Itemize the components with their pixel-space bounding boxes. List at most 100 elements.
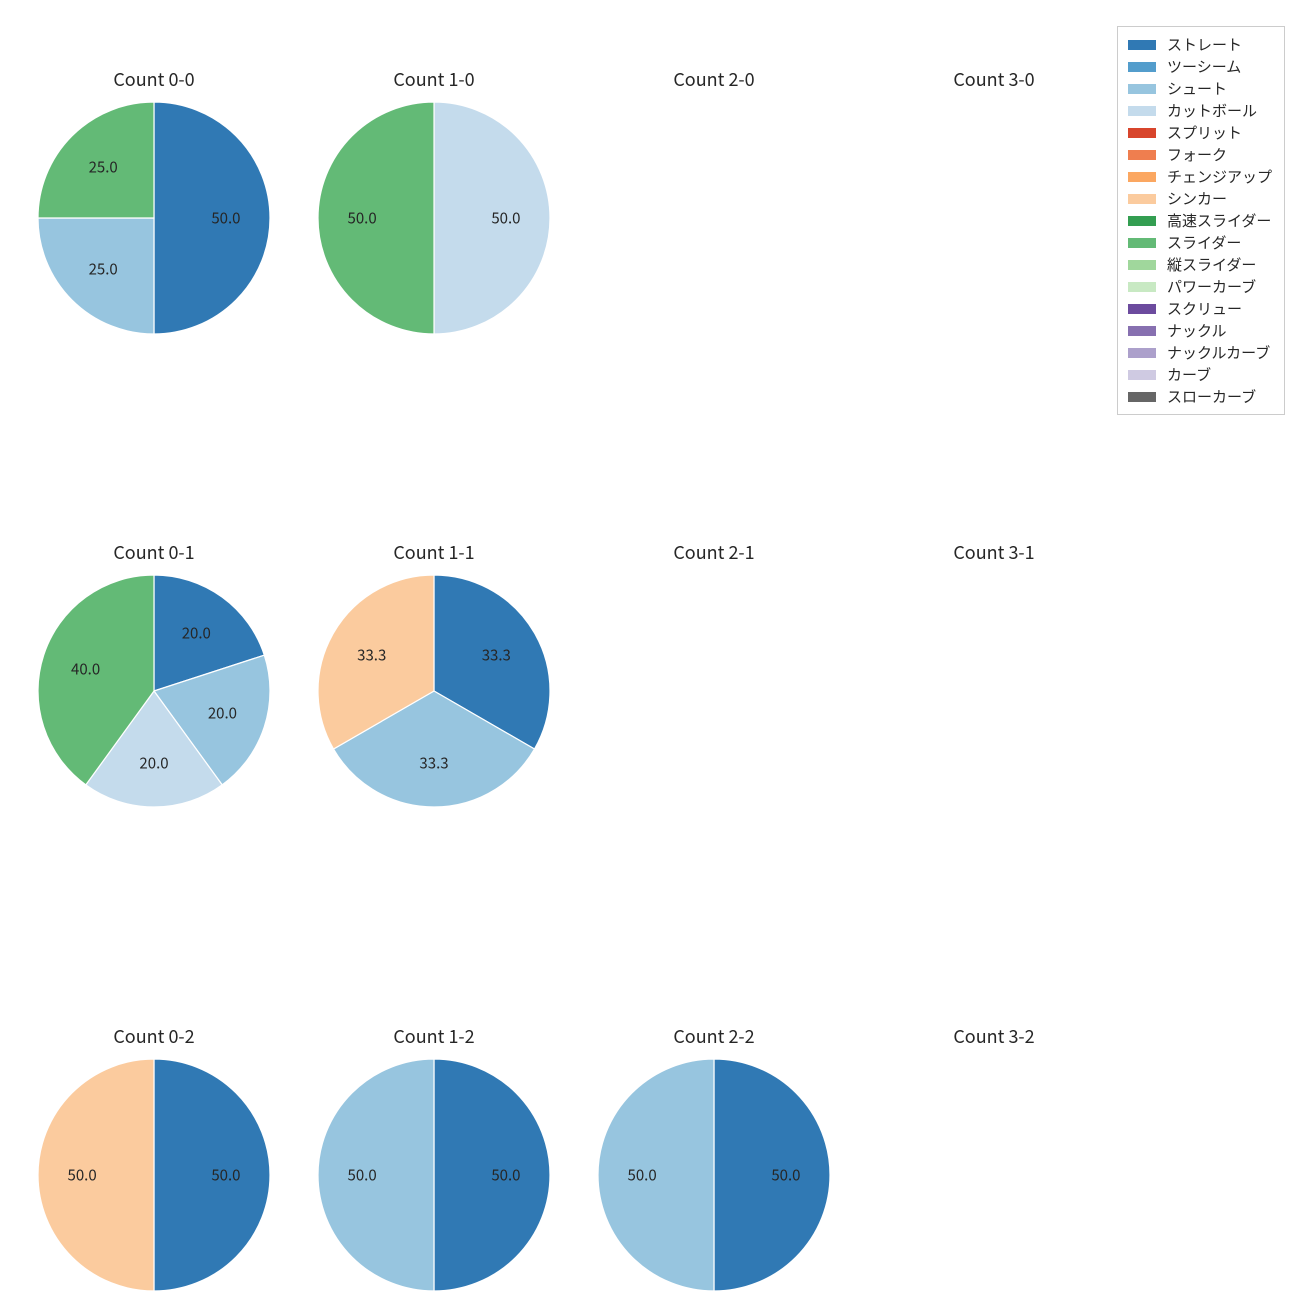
legend-label: ツーシーム — [1167, 56, 1241, 77]
legend-swatch — [1128, 194, 1156, 204]
slice-label: 50.0 — [771, 1165, 800, 1186]
pie-chart: 20.020.020.040.0 — [38, 575, 270, 807]
legend-item: カーブ — [1128, 364, 1272, 385]
slice-label: 50.0 — [211, 1165, 240, 1186]
legend-label: カーブ — [1167, 364, 1211, 385]
legend-swatch — [1128, 62, 1156, 72]
panel-title: Count 2-0 — [579, 66, 849, 92]
panel-title: Count 2-1 — [579, 539, 849, 565]
legend-item: シュート — [1128, 78, 1272, 99]
slice-label: 50.0 — [491, 208, 520, 229]
panel-count-count3-2: Count 3-2 — [859, 1023, 1129, 1291]
legend-label: 高速スライダー — [1167, 210, 1271, 231]
legend-swatch — [1128, 128, 1156, 138]
legend-swatch — [1128, 282, 1156, 292]
legend-swatch — [1128, 392, 1156, 402]
slice-label: 20.0 — [182, 622, 211, 643]
legend-swatch — [1128, 172, 1156, 182]
pie-chart: 50.0 50.0 — [318, 102, 550, 334]
panel-count-count2-0: Count 2-0 — [579, 66, 849, 334]
panel-title: Count 3-2 — [859, 1023, 1129, 1049]
legend-swatch — [1128, 150, 1156, 160]
legend-label: シンカー — [1167, 188, 1227, 209]
slice-label: 50.0 — [348, 1165, 377, 1186]
legend-item: スライダー — [1128, 232, 1272, 253]
panel-title: Count 3-0 — [859, 66, 1129, 92]
panel-title: Count 0-1 — [19, 539, 289, 565]
panel-count-count0-0: Count 0-0 50.0 25.0 25.0 — [19, 66, 289, 334]
panel-count-count3-0: Count 3-0 — [859, 66, 1129, 334]
slice-label: 25.0 — [89, 157, 118, 178]
panel-count-count0-1: Count 0-120.020.020.040.0 — [19, 539, 289, 807]
legend-swatch — [1128, 84, 1156, 94]
legend-swatch — [1128, 216, 1156, 226]
legend-swatch — [1128, 370, 1156, 380]
legend-item: ナックルカーブ — [1128, 342, 1272, 363]
slice-label: 50.0 — [68, 1165, 97, 1186]
legend-item: シンカー — [1128, 188, 1272, 209]
legend-item: スクリュー — [1128, 298, 1272, 319]
slice-label: 25.0 — [89, 258, 118, 279]
legend-label: 縦スライダー — [1167, 254, 1256, 275]
legend-item: チェンジアップ — [1128, 166, 1272, 187]
legend-swatch — [1128, 238, 1156, 248]
legend-swatch — [1128, 40, 1156, 50]
legend-label: ナックル — [1167, 320, 1227, 341]
legend-label: スプリット — [1167, 122, 1242, 143]
legend-item: 縦スライダー — [1128, 254, 1272, 275]
panel-title: Count 1-1 — [299, 539, 569, 565]
legend-swatch — [1128, 260, 1156, 270]
legend-item: 高速スライダー — [1128, 210, 1272, 231]
legend-label: ストレート — [1167, 34, 1242, 55]
pie-grid-figure: Count 0-050.025.025.0Count 1-050.050.0Co… — [0, 0, 1300, 1300]
panel-title: Count 0-0 — [19, 66, 289, 92]
slice-label: 50.0 — [348, 208, 377, 229]
legend-label: スクリュー — [1167, 298, 1242, 319]
panel-count-count2-2: Count 2-2 50.0 50.0 — [579, 1023, 849, 1291]
panel-title: Count 2-2 — [579, 1023, 849, 1049]
slice-label: 50.0 — [211, 208, 240, 229]
panel-count-count1-2: Count 1-2 50.0 50.0 — [299, 1023, 569, 1291]
panel-count-count0-2: Count 0-2 50.0 50.0 — [19, 1023, 289, 1291]
legend-swatch — [1128, 348, 1156, 358]
legend-label: ナックルカーブ — [1167, 342, 1270, 363]
panel-count-count1-0: Count 1-0 50.0 50.0 — [299, 66, 569, 334]
legend-item: ナックル — [1128, 320, 1272, 341]
pie-chart: 50.0 50.0 — [38, 1059, 270, 1291]
panel-title: Count 3-1 — [859, 539, 1129, 565]
legend-item: ツーシーム — [1128, 56, 1272, 77]
legend-label: パワーカーブ — [1167, 276, 1256, 297]
legend-swatch — [1128, 326, 1156, 336]
pie-chart: 33.3 33.3 33.3 — [318, 575, 550, 807]
legend-item: スローカーブ — [1128, 386, 1272, 407]
legend-item: カットボール — [1128, 100, 1272, 121]
slice-label: 50.0 — [491, 1165, 520, 1186]
slice-label: 50.0 — [628, 1165, 657, 1186]
slice-label: 20.0 — [208, 703, 237, 724]
legend-item: パワーカーブ — [1128, 276, 1272, 297]
panel-count-count2-1: Count 2-1 — [579, 539, 849, 807]
slice-label: 33.3 — [357, 645, 386, 666]
slice-label: 20.0 — [139, 752, 168, 773]
panel-count-count1-1: Count 1-1 33.3 33.3 33.3 — [299, 539, 569, 807]
legend-label: チェンジアップ — [1167, 166, 1272, 187]
legend-label: スローカーブ — [1167, 386, 1256, 407]
pie-chart: 50.0 25.0 25.0 — [38, 102, 270, 334]
panel-title: Count 0-2 — [19, 1023, 289, 1049]
legend-item: スプリット — [1128, 122, 1272, 143]
legend-label: シュート — [1167, 78, 1227, 99]
legend-label: フォーク — [1167, 144, 1227, 165]
legend: ストレートツーシームシュートカットボールスプリットフォークチェンジアップシンカー… — [1117, 26, 1285, 415]
panel-title: Count 1-2 — [299, 1023, 569, 1049]
pie-chart: 50.0 50.0 — [318, 1059, 550, 1291]
legend-item: フォーク — [1128, 144, 1272, 165]
slice-label: 33.3 — [482, 645, 511, 666]
legend-item: ストレート — [1128, 34, 1272, 55]
legend-swatch — [1128, 106, 1156, 116]
panel-title: Count 1-0 — [299, 66, 569, 92]
panel-count-count3-1: Count 3-1 — [859, 539, 1129, 807]
pie-chart: 50.0 50.0 — [598, 1059, 830, 1291]
legend-swatch — [1128, 304, 1156, 314]
slice-label: 33.3 — [419, 752, 448, 773]
legend-label: カットボール — [1167, 100, 1257, 121]
